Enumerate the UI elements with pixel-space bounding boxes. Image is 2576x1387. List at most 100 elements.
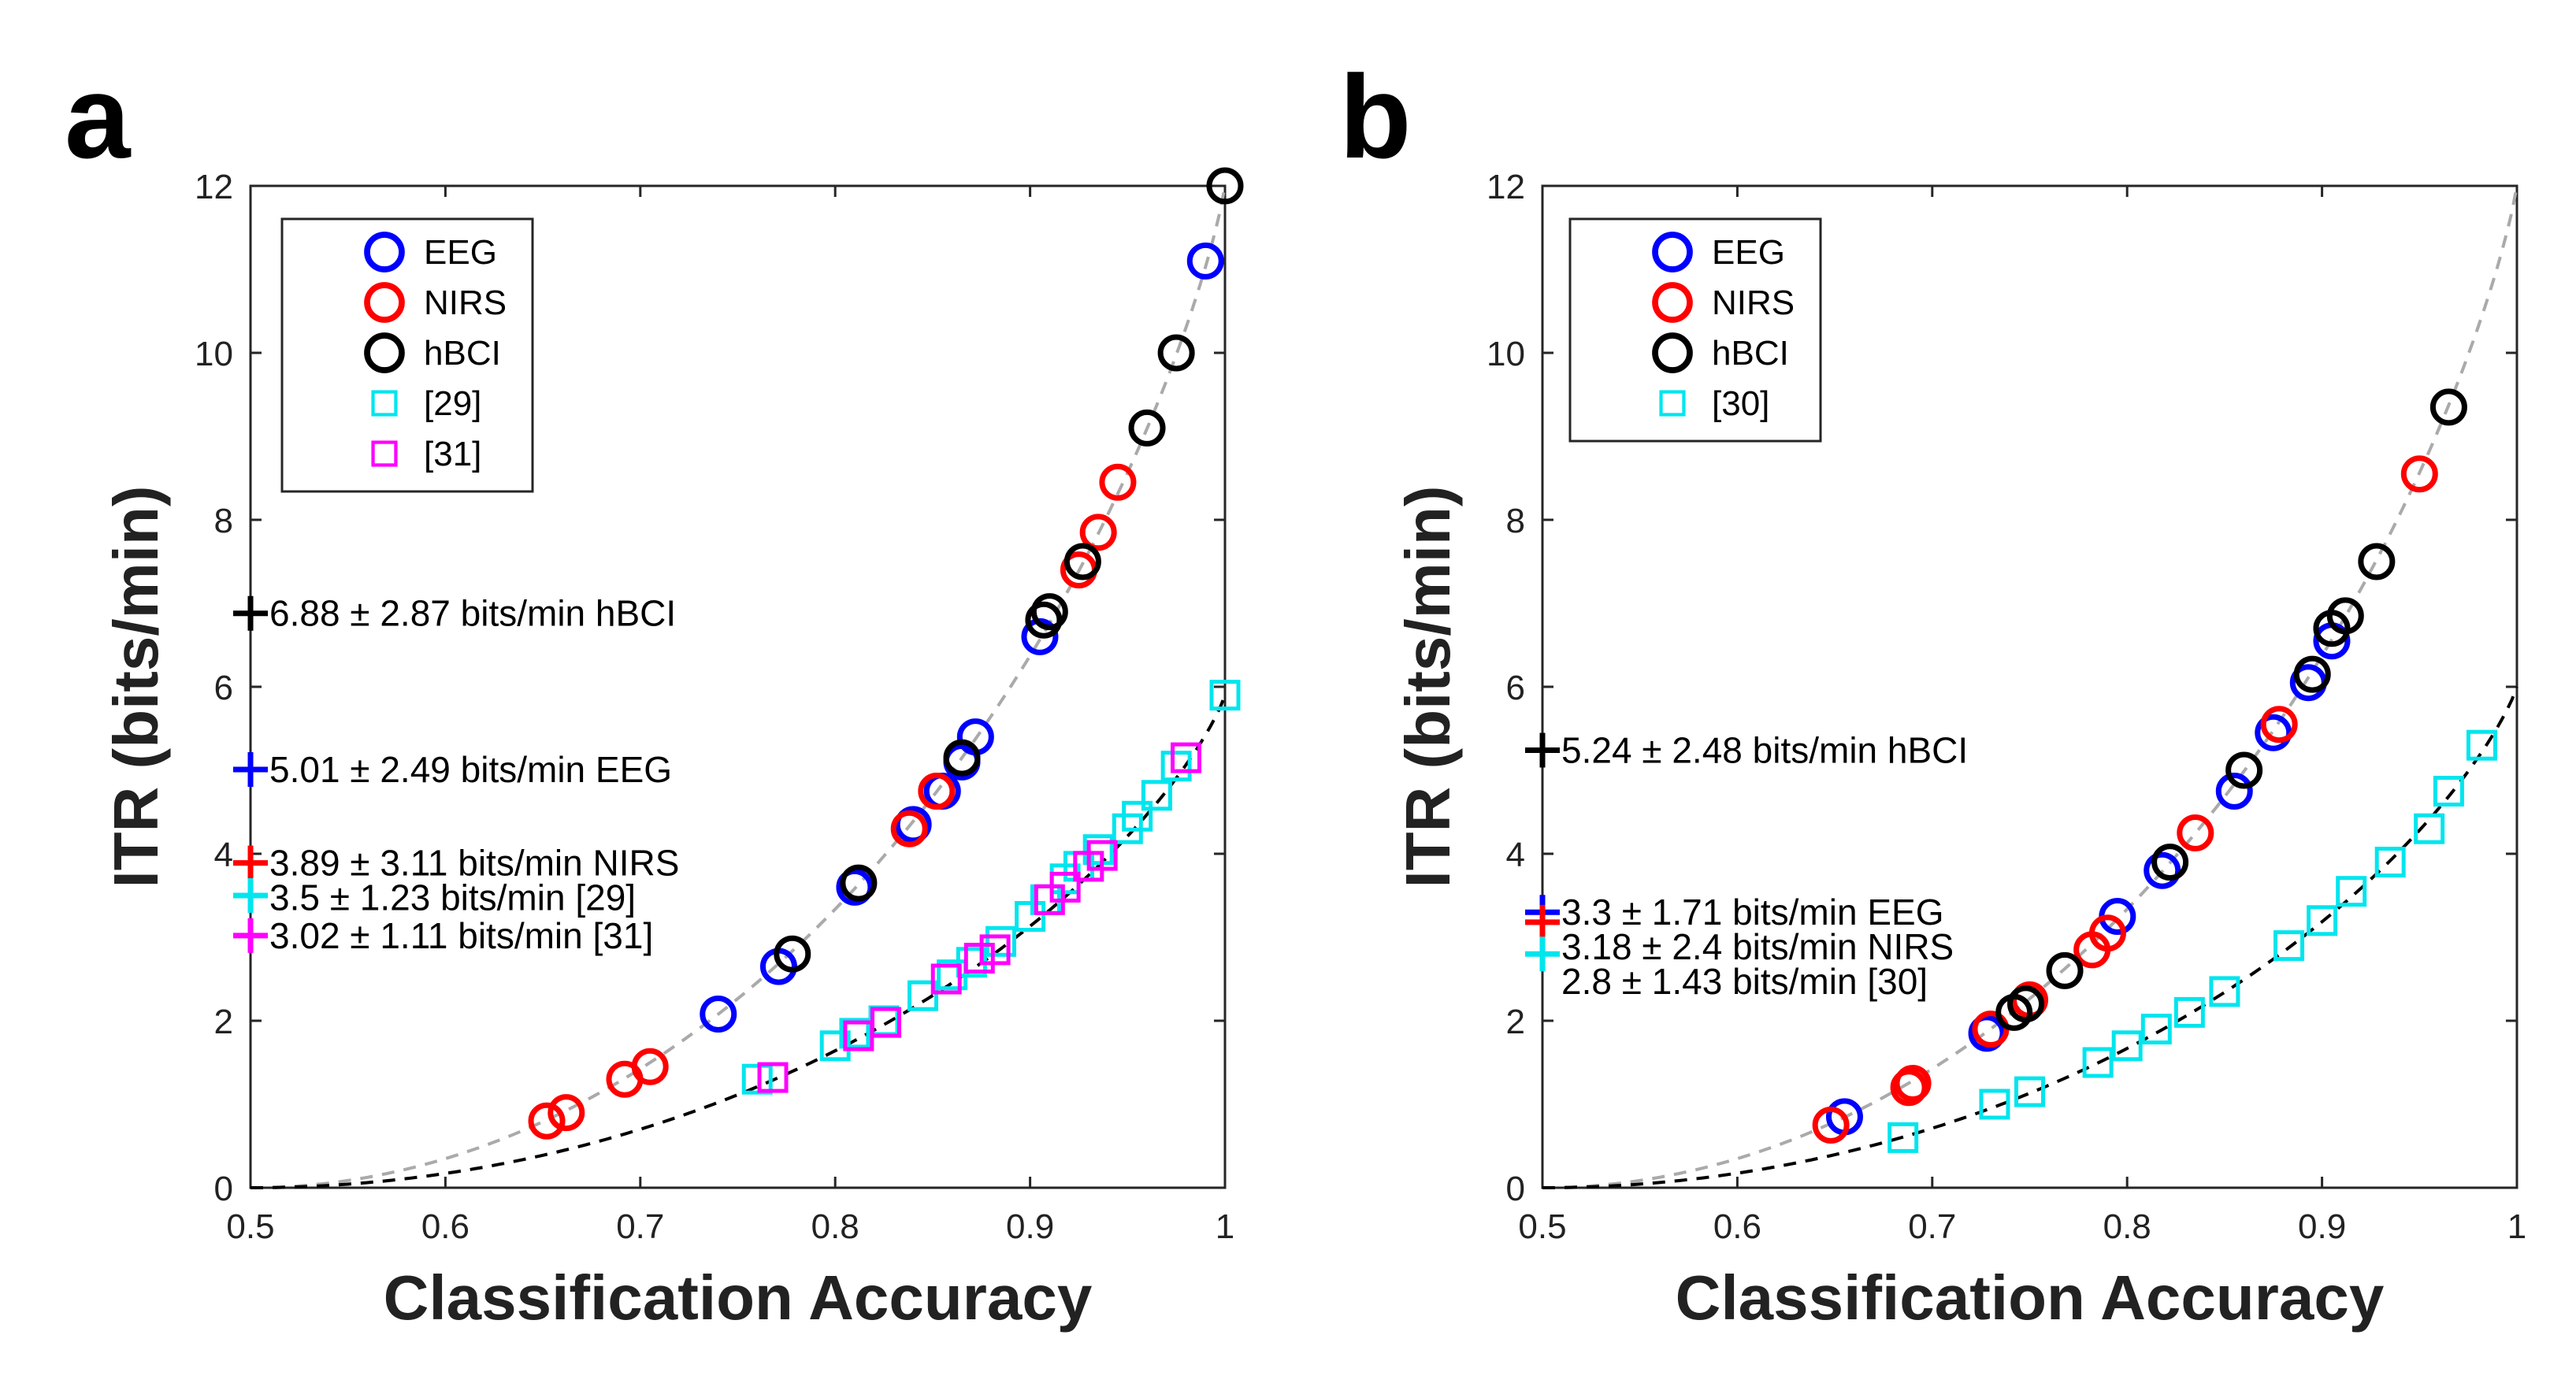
NIRS-point bbox=[918, 773, 956, 810]
legend: EEG NIRS hBCI [30] bbox=[1568, 217, 1822, 443]
NIRS-point bbox=[2088, 914, 2126, 952]
ref29-point bbox=[839, 1018, 870, 1049]
ref30-point bbox=[2273, 930, 2305, 962]
ref29-point bbox=[1082, 834, 1114, 866]
EEG-point bbox=[2255, 714, 2292, 751]
series-hBCI bbox=[1995, 388, 2467, 1031]
legend-label: [31] bbox=[424, 435, 481, 473]
hBCI-point bbox=[1030, 593, 1068, 631]
ref31-point bbox=[963, 943, 995, 973]
panel-a: a0.5 0.6 0.7 0.8 0.9 1024681012Classification… bbox=[65, 50, 1244, 1333]
EEG-point bbox=[1186, 242, 1224, 280]
hBCI-point bbox=[840, 864, 878, 902]
mean-marker: 5.24 ± 2.48 bits/min hBCI bbox=[1525, 730, 1968, 771]
hBCI-point bbox=[1025, 601, 1063, 639]
hBCI-point bbox=[943, 739, 981, 777]
legend-label: NIRS bbox=[1712, 284, 1795, 322]
x-axis-title: Classification Accuracy bbox=[384, 1263, 1093, 1333]
x-tick-label: 0.6 bbox=[1713, 1207, 1761, 1246]
NIRS-point bbox=[631, 1048, 669, 1085]
x-tick-label: 0.7 bbox=[1908, 1207, 1956, 1246]
NIRS-point bbox=[1812, 1107, 1850, 1144]
mean-marker: 3.89 ± 3.11 bits/min NIRS bbox=[233, 843, 679, 884]
ref30-point bbox=[2111, 1030, 2143, 1062]
curve-lower bbox=[251, 694, 1227, 1189]
ref30-point bbox=[2336, 876, 2367, 907]
hBCI-point bbox=[2358, 543, 2396, 580]
mean-label: 3.3 ± 1.71 bits/min EEG bbox=[1561, 892, 1943, 933]
ref29-point bbox=[1122, 800, 1153, 832]
y-tick-label: 2 bbox=[214, 1003, 233, 1041]
y-tick-label: 6 bbox=[214, 669, 233, 707]
ref31-point bbox=[1049, 871, 1081, 903]
series-EEG bbox=[700, 242, 1224, 1033]
ref31-point bbox=[930, 963, 962, 995]
curve-upper bbox=[1542, 185, 2518, 1189]
EEG-point bbox=[1968, 1014, 2006, 1052]
legend-box bbox=[1568, 217, 1822, 443]
y-tick-label: 6 bbox=[1506, 669, 1525, 707]
y-axis-title: ITR (bits/min) bbox=[101, 485, 171, 888]
hBCI-point bbox=[2429, 388, 2467, 426]
y-tick-label: 4 bbox=[1506, 836, 1525, 874]
mean-label: 6.88 ± 2.87 bits/min hBCI bbox=[269, 593, 676, 634]
ref30-point bbox=[2414, 813, 2445, 844]
panel-b: b0.5 0.6 0.7 0.8 0.9 1024681012Classification… bbox=[1339, 50, 2526, 1333]
y-tick-label: 0 bbox=[214, 1170, 233, 1208]
hBCI-legend-icon bbox=[364, 332, 405, 373]
ref31-point bbox=[979, 934, 1011, 966]
hBCI-point bbox=[1128, 409, 1166, 447]
EEG-point bbox=[2144, 851, 2181, 889]
hBCI-point bbox=[2293, 655, 2331, 693]
EEG-legend-icon bbox=[1652, 232, 1693, 273]
ref31-point bbox=[1086, 840, 1118, 871]
hBCI-point bbox=[774, 935, 811, 973]
panel-letter: b bbox=[1339, 50, 1412, 183]
x-tick-label: 0.7 bbox=[616, 1207, 664, 1246]
ref30-point bbox=[2140, 1014, 2172, 1045]
mean-marker: 6.88 ± 2.87 bits/min hBCI bbox=[233, 593, 676, 634]
hBCI-point bbox=[2046, 951, 2084, 989]
EEG-point bbox=[700, 996, 737, 1033]
mean-label: 5.24 ± 2.48 bits/min hBCI bbox=[1561, 730, 1968, 771]
legend-label: hBCI bbox=[424, 334, 501, 373]
ref30-point bbox=[1979, 1088, 2010, 1120]
ref29-point bbox=[741, 1063, 773, 1095]
series-ref31 bbox=[757, 742, 1202, 1093]
ref31-point bbox=[1171, 742, 1202, 773]
NIRS-point bbox=[1099, 463, 1137, 501]
NIRS-point bbox=[2177, 814, 2214, 851]
hBCI-point bbox=[2326, 597, 2364, 635]
series-hBCI bbox=[774, 167, 1244, 973]
legend-label: EEG bbox=[424, 233, 497, 272]
ref29-legend-icon bbox=[371, 390, 398, 417]
x-tick-label: 0.6 bbox=[421, 1207, 470, 1246]
x-axis-title: Classification Accuracy bbox=[1676, 1263, 2385, 1333]
hBCI-point bbox=[1206, 167, 1244, 205]
legend: EEG NIRS hBCI [29] [31] bbox=[280, 217, 534, 493]
NIRS-legend-icon bbox=[1652, 282, 1693, 323]
EEG-legend-icon bbox=[364, 232, 405, 273]
panel-letter: a bbox=[65, 50, 132, 183]
legend-label: EEG bbox=[1712, 233, 1785, 272]
curve-upper bbox=[251, 185, 1227, 1189]
y-tick-label: 4 bbox=[214, 836, 233, 874]
NIRS-point bbox=[2400, 455, 2438, 493]
ref30-point bbox=[2209, 976, 2240, 1007]
hBCI-legend-icon bbox=[1652, 332, 1693, 373]
ref31-point bbox=[870, 1007, 902, 1038]
y-tick-label: 12 bbox=[195, 168, 233, 206]
hBCI-point bbox=[2225, 751, 2263, 789]
mean-label: 5.01 ± 2.49 bits/min EEG bbox=[269, 749, 672, 790]
mean-label: 2.8 ± 1.43 bits/min [30] bbox=[1561, 961, 1928, 1002]
ref29-point bbox=[1209, 680, 1241, 711]
x-tick-label: 0.5 bbox=[1518, 1207, 1566, 1246]
curve-lower bbox=[1542, 686, 2518, 1189]
legend-label: NIRS bbox=[424, 284, 507, 322]
mean-marker: 3.02 ± 1.11 bits/min [31] bbox=[233, 915, 653, 956]
x-tick-label: 0.8 bbox=[2103, 1207, 2151, 1246]
y-tick-label: 0 bbox=[1506, 1170, 1525, 1208]
mean-marker: 2.8 ± 1.43 bits/min [30] bbox=[1525, 936, 1928, 1002]
series-NIRS bbox=[1812, 455, 2438, 1144]
